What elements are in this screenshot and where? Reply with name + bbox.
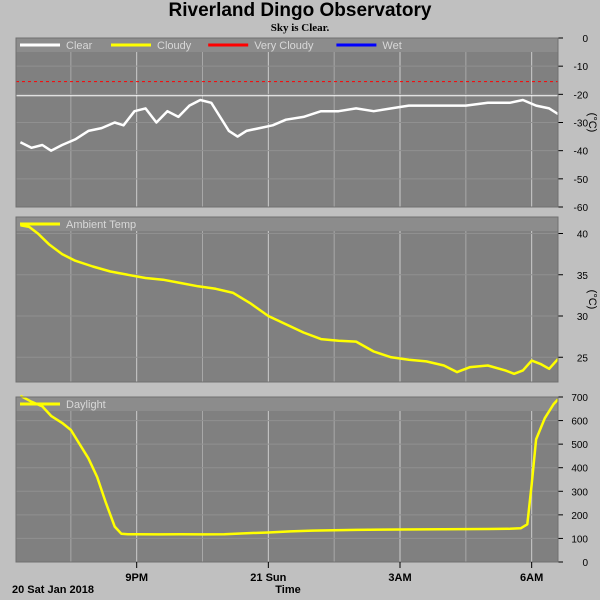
y-tick-label: 35 xyxy=(577,271,589,282)
y-tick-label: 400 xyxy=(571,464,588,475)
x-tick-label: 6AM xyxy=(520,572,543,584)
y-tick-label: 200 xyxy=(571,511,588,522)
y-axis-label: (°C) xyxy=(586,113,598,133)
x-axis-title: Time xyxy=(275,584,300,596)
legend-label: Ambient Temp xyxy=(66,219,136,231)
y-tick-label: 0 xyxy=(582,558,588,569)
legend-band xyxy=(16,38,558,52)
y-tick-label: -60 xyxy=(574,203,589,214)
y-tick-label: 0 xyxy=(582,34,588,45)
legend-label: Clear xyxy=(66,40,93,52)
plot-area xyxy=(16,397,558,562)
y-tick-label: -20 xyxy=(574,90,589,101)
y-tick-label: 600 xyxy=(571,417,588,428)
legend-label: Daylight xyxy=(66,399,106,411)
x-tick-label: 21 Sun xyxy=(250,572,286,584)
legend-label: Cloudy xyxy=(157,40,192,52)
y-tick-label: 300 xyxy=(571,487,588,498)
x-tick-label: 3AM xyxy=(388,572,411,584)
y-tick-label: -50 xyxy=(574,175,589,186)
series-line xyxy=(19,98,559,152)
y-tick-label: -30 xyxy=(574,119,589,130)
y-tick-label: 100 xyxy=(571,534,588,545)
y-axis-label: (°C) xyxy=(586,290,598,310)
legend-label: Wet xyxy=(382,40,401,52)
y-tick-label: 40 xyxy=(577,230,589,241)
plot-area xyxy=(16,217,558,382)
sky-status: Sky is Clear. xyxy=(270,22,330,34)
x-tick-label: 9PM xyxy=(125,572,148,584)
x-start-date-label: 20 Sat Jan 2018 xyxy=(12,584,94,596)
series-line xyxy=(20,224,559,376)
y-tick-label: 30 xyxy=(577,312,589,323)
legend-label: Very Cloudy xyxy=(254,40,314,52)
plot-border xyxy=(15,396,559,563)
y-tick-label: -10 xyxy=(574,62,589,73)
y-tick-label: -40 xyxy=(574,147,589,158)
series-line xyxy=(19,394,559,536)
y-tick-label: 500 xyxy=(571,440,588,451)
legend-band xyxy=(16,397,558,411)
plot-border xyxy=(15,216,559,383)
plot-border xyxy=(15,37,559,208)
chart-title: Riverland Dingo Observatory xyxy=(168,0,432,21)
y-tick-label: 25 xyxy=(577,353,589,364)
y-tick-label: 700 xyxy=(571,393,588,404)
legend-band xyxy=(16,217,558,231)
